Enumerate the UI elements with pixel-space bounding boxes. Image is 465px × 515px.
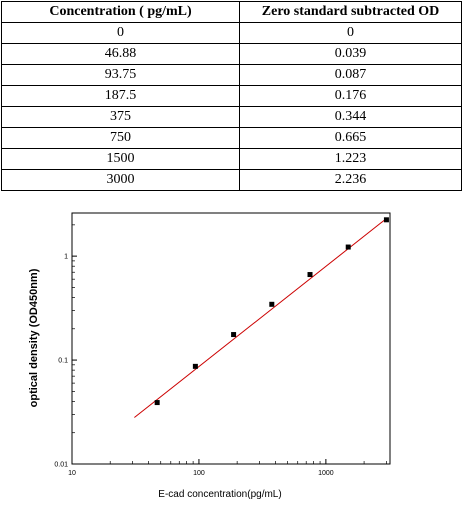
x-tick-label: 1000 [318,470,334,477]
cell-od: 1.223 [239,148,462,170]
data-point [231,332,237,338]
table-row: 187.5 0.176 [1,85,462,107]
cell-od: 0.039 [239,43,462,65]
column-header-concentration: Concentration ( pg/mL) [1,1,240,23]
cell-od: 0.665 [239,127,462,149]
plot-frame [71,212,391,465]
x-tick-label: 100 [193,470,205,477]
od-standard-curve-chart: 10 100 1000 0.01 0.1 1 E-cad concentration(p… [28,212,391,500]
fit-line [134,218,387,418]
data-point [345,244,351,250]
y-tick-label: 1 [64,254,68,261]
cell-od: 0.344 [239,106,462,128]
data-point [383,217,389,223]
table-row: 3000 2.236 [1,169,462,191]
table-row: 0 0 [1,22,462,44]
data-point [192,363,198,369]
cell-concentration: 93.75 [1,64,240,86]
cell-concentration: 1500 [1,148,240,170]
cell-concentration: 3000 [1,169,240,191]
data-points [154,217,389,406]
data-point [269,301,275,307]
table-row: 750 0.665 [1,127,462,149]
table-row: 375 0.344 [1,106,462,128]
standard-curve-table: Concentration ( pg/mL) Zero standard sub… [1,1,462,191]
column-header-od: Zero standard subtracted OD [239,1,462,23]
cell-od: 2.236 [239,169,462,191]
table-row: 1500 1.223 [1,148,462,170]
table-row: 93.75 0.087 [1,64,462,86]
y-axis-label: optical density (OD450nm) [28,268,40,407]
cell-concentration: 750 [1,127,240,149]
cell-concentration: 187.5 [1,85,240,107]
x-tick-label: 10 [68,470,76,477]
cell-od: 0 [239,22,462,44]
y-tick-label: 0.01 [54,462,68,469]
x-axis: 10 100 1000 [68,459,387,477]
data-point [154,400,160,406]
cell-concentration: 0 [1,22,240,44]
x-axis-label: E-cad concentration(pg/mL) [158,489,281,500]
table-row: 46.88 0.039 [1,43,462,65]
cell-od: 0.176 [239,85,462,107]
y-axis: 0.01 0.1 1 [54,224,77,469]
data-point [307,272,313,278]
y-tick-label: 0.1 [58,358,68,365]
table-header-row: Concentration ( pg/mL) Zero standard sub… [1,1,462,23]
cell-concentration: 375 [1,106,240,128]
cell-od: 0.087 [239,64,462,86]
cell-concentration: 46.88 [1,43,240,65]
